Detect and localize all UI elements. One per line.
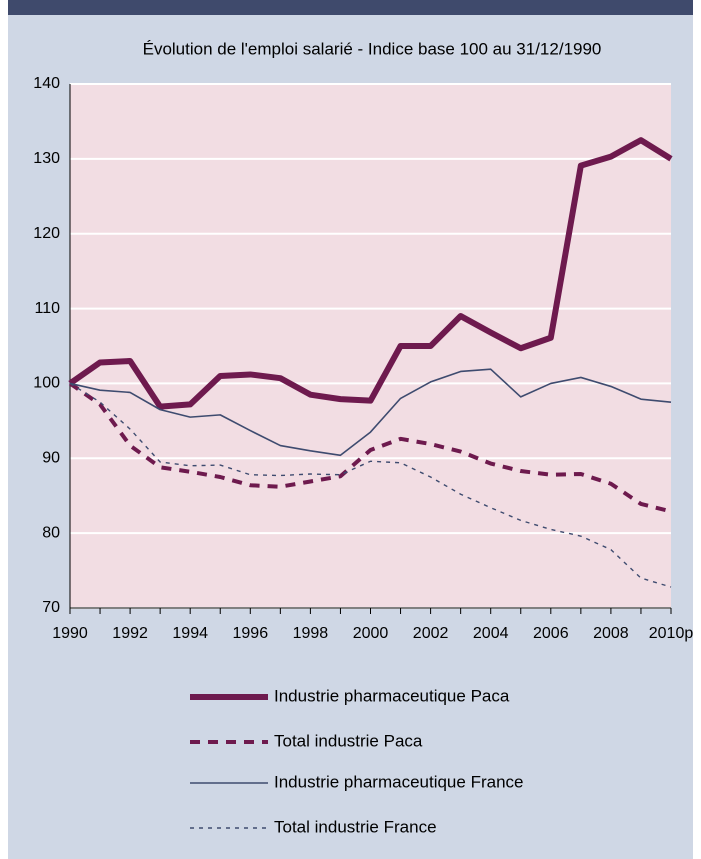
legend-label: Industrie pharmaceutique Paca — [274, 686, 510, 705]
y-tick-label: 130 — [33, 150, 60, 167]
x-tick-label: 2006 — [533, 625, 569, 642]
x-tick-label: 1994 — [172, 625, 208, 642]
x-tick-label: 1992 — [112, 625, 148, 642]
x-tick-label: 2002 — [413, 625, 449, 642]
legend-label: Industrie pharmaceutique France — [274, 772, 523, 791]
x-tick-label: 2010p — [649, 625, 694, 642]
legend-label: Total industrie France — [274, 817, 437, 836]
x-tick-label: 1998 — [293, 625, 329, 642]
series-line — [69, 382, 672, 588]
x-tick-label: 1990 — [52, 625, 88, 642]
y-tick-label: 90 — [42, 450, 60, 467]
series-line — [69, 368, 672, 457]
y-tick-label: 110 — [34, 300, 60, 317]
x-tick-label: 2004 — [473, 625, 509, 642]
chart-title: Évolution de l'emploi salarié - Indice b… — [143, 39, 602, 58]
header-bar — [8, 0, 693, 15]
plot-area — [70, 84, 671, 608]
series-line — [68, 381, 672, 514]
x-tick-label: 2000 — [353, 625, 389, 642]
y-tick-label: 100 — [33, 375, 60, 392]
x-tick-label: 2008 — [593, 625, 629, 642]
y-tick-label: 140 — [33, 75, 60, 92]
y-tick-label: 80 — [42, 524, 60, 541]
x-tick-label: 1996 — [233, 625, 269, 642]
y-tick-label: 70 — [42, 599, 60, 616]
series-line — [68, 137, 673, 410]
y-tick-label: 120 — [33, 225, 60, 242]
legend-label: Total industrie Paca — [274, 731, 423, 750]
